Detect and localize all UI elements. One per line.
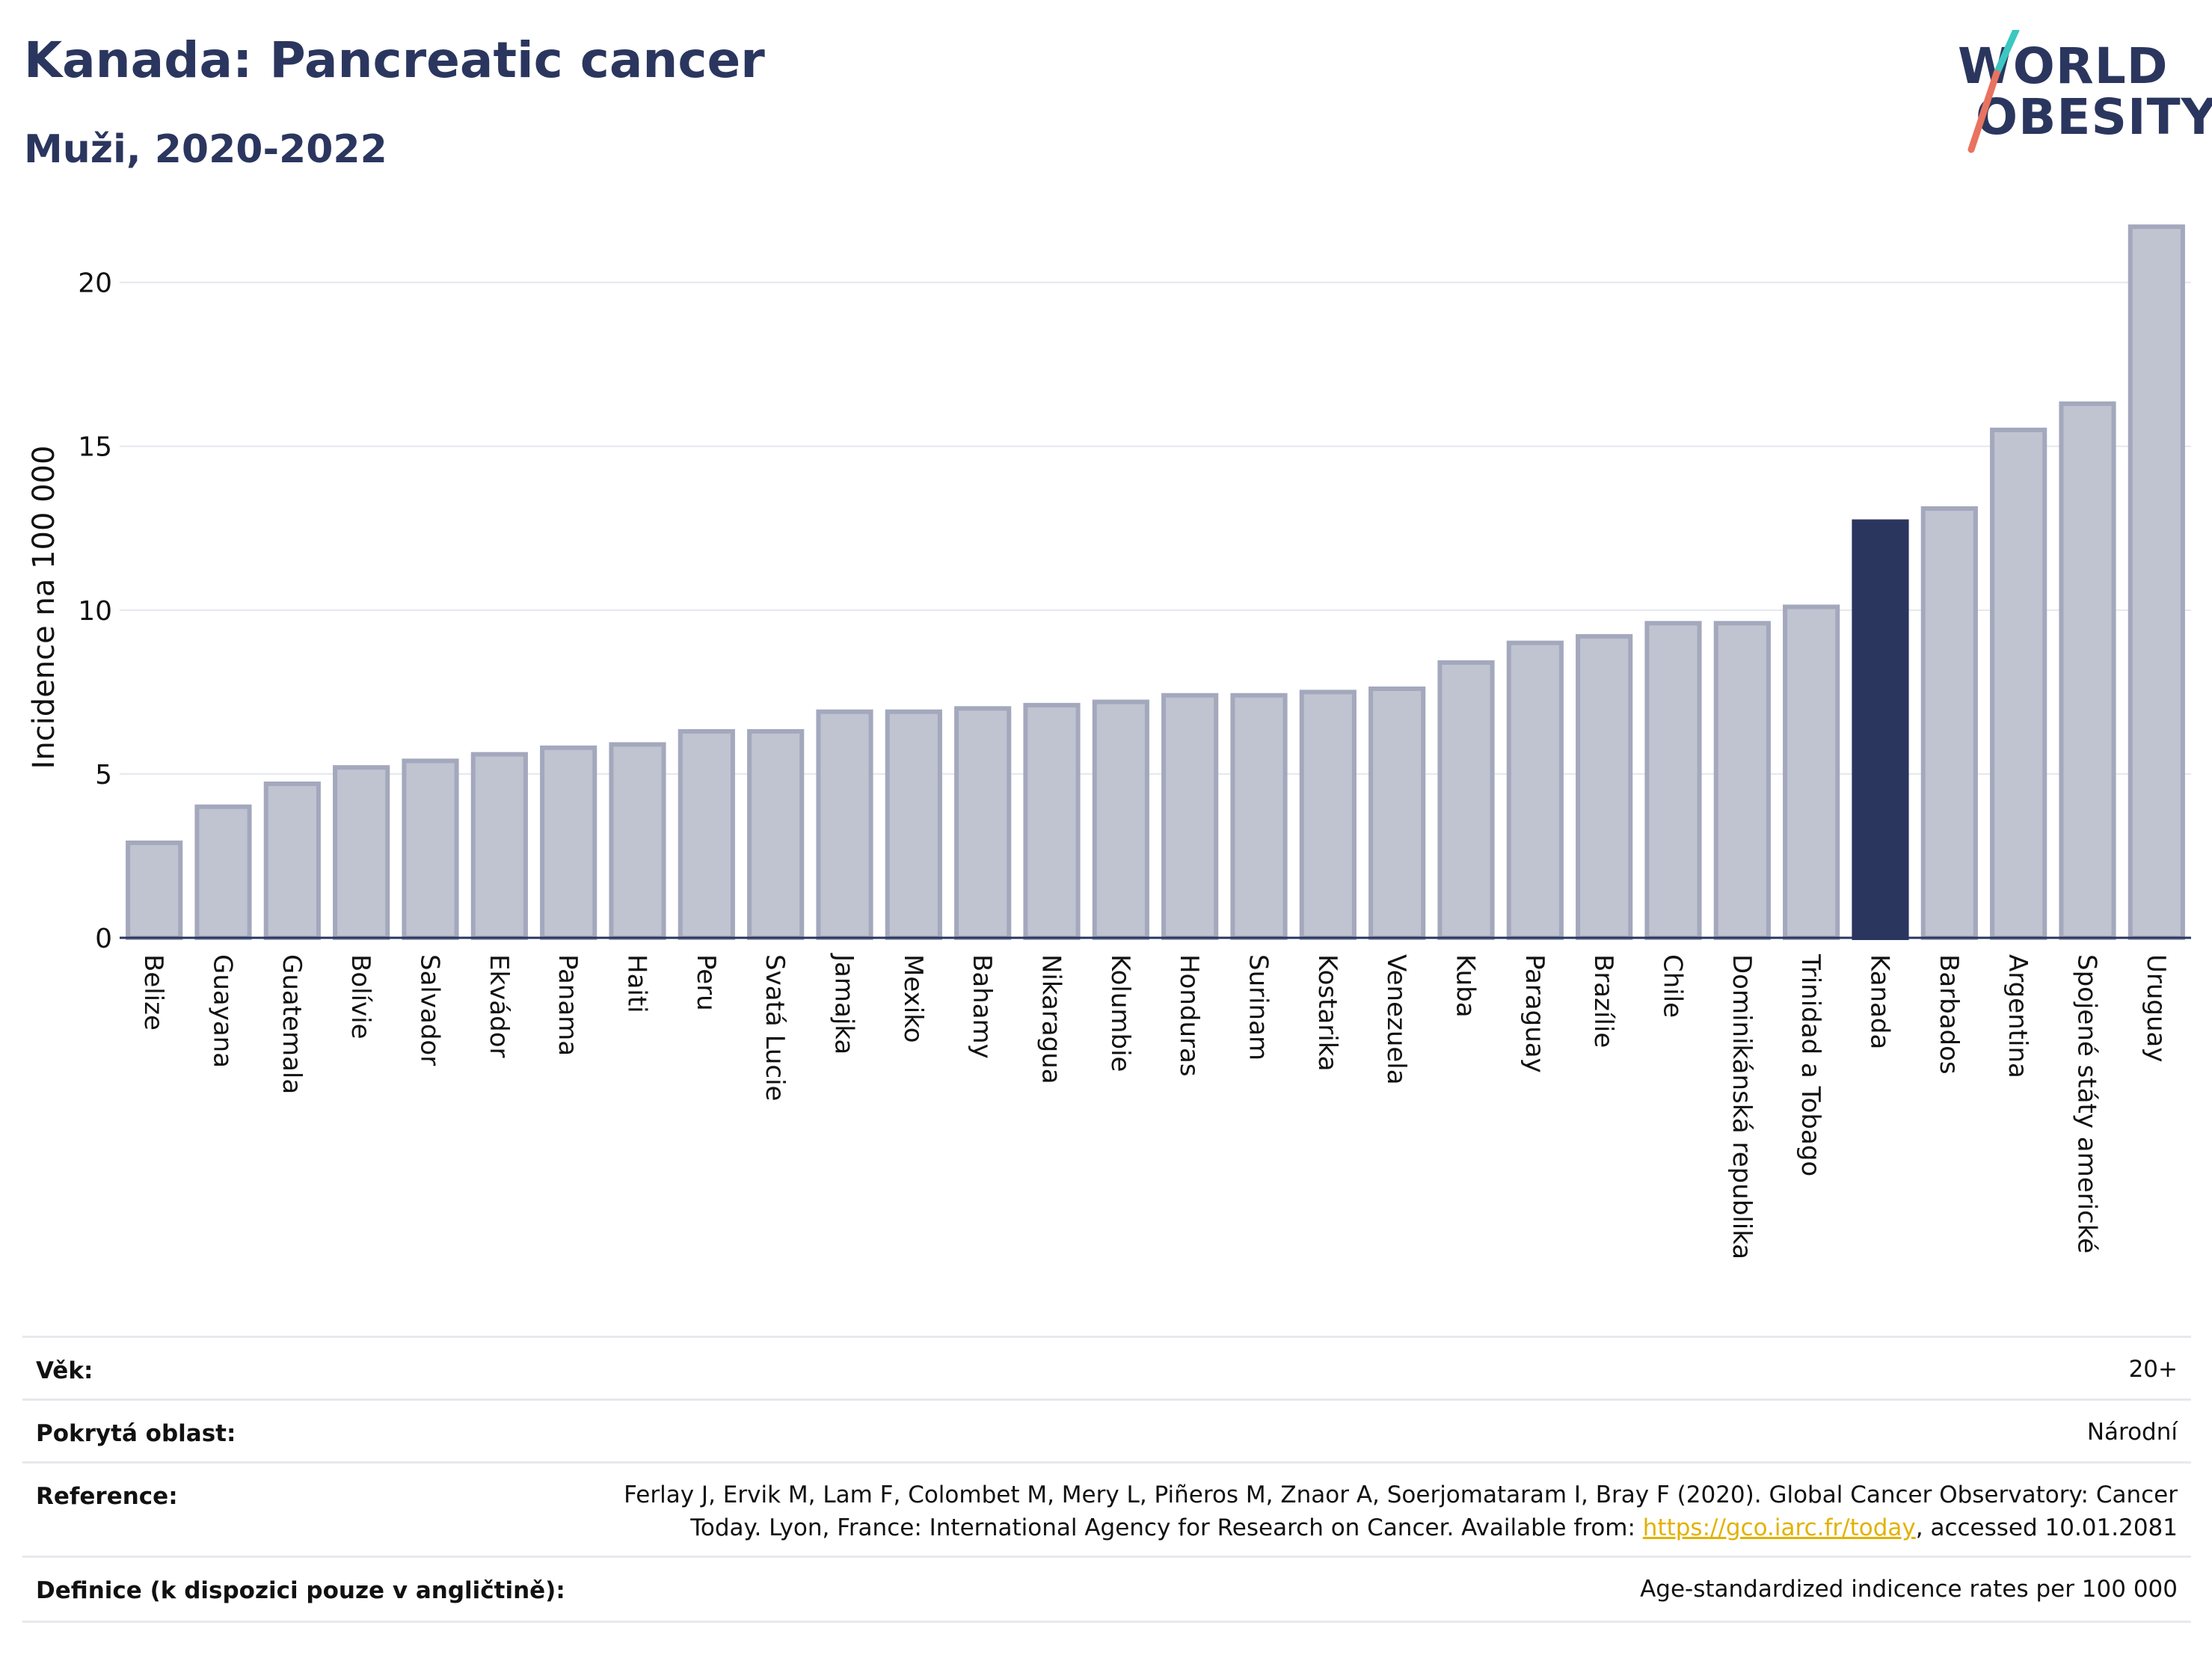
meta-row-area: Pokrytá oblast: Národní	[22, 1398, 2191, 1464]
bar-salvador	[402, 758, 459, 941]
x-tick-label: Bolívie	[345, 954, 375, 1040]
y-axis-label: Incidence na 100 000	[27, 446, 61, 770]
x-tick-label: Belize	[138, 954, 168, 1031]
bar-kolumbie	[1092, 699, 1149, 940]
x-tick-label: Venezuela	[1381, 954, 1411, 1085]
x-tick-label: Kanada	[1865, 954, 1895, 1049]
x-tick-label: Surinam	[1244, 954, 1274, 1060]
bar-guayana	[194, 804, 252, 941]
meta-row-reference: Reference: Ferlay J, Ervik M, Lam F, Col…	[22, 1461, 2191, 1558]
y-tick-label: 15	[78, 432, 112, 463]
bar-ekvádor	[470, 752, 528, 940]
x-tick-label: Mexiko	[898, 954, 928, 1043]
x-tick-label: Kuba	[1451, 954, 1481, 1018]
x-tick-label: Uruguay	[2141, 954, 2171, 1063]
bars	[126, 224, 2185, 941]
x-tick-label: Chile	[1658, 954, 1688, 1018]
meta-area-label: Pokrytá oblast:	[36, 1420, 236, 1447]
x-tick-label: Ekvádor	[484, 954, 514, 1058]
bar-peru	[678, 728, 735, 940]
bar-chart: 0 5 10 15 20 Belize Guayana Guatemala Bolívie Sa…	[27, 224, 2191, 1259]
x-tick-label: Guatemala	[277, 954, 307, 1094]
x-tick-label: Dominikánská republika	[1727, 954, 1757, 1259]
x-tick-label: Haiti	[622, 954, 652, 1013]
reference-line-2-post: , accessed 10.01.2081	[1915, 1514, 2178, 1541]
bar-chile	[1644, 621, 1702, 940]
bar-kanada	[1852, 519, 1909, 940]
bar-spojené-státy-americké	[2059, 401, 2116, 940]
bar-kostarika	[1299, 690, 1357, 940]
bar-belize	[126, 840, 183, 940]
bar-bahamy	[954, 706, 1012, 940]
bar-trinidad-a-tobago	[1783, 604, 1840, 940]
bar-guatemala	[263, 782, 321, 941]
x-tick-label: Nikaragua	[1036, 954, 1066, 1084]
reference-line-2-pre: Today. Lyon, France: International Agenc…	[690, 1514, 1643, 1541]
bar-svatá-lucie	[747, 728, 805, 940]
x-tick-label: Guayana	[208, 954, 238, 1068]
x-tick-label: Salvador	[415, 954, 445, 1066]
x-tick-label: Trinidad a Tobago	[1795, 954, 1825, 1176]
bar-haiti	[609, 742, 666, 940]
logo-line-obesity: OBESITY	[1976, 88, 2212, 146]
y-tick-label: 10	[78, 596, 112, 627]
x-tick-label: Brazílie	[1588, 954, 1618, 1048]
bar-bolívie	[333, 765, 390, 941]
bar-brazílie	[1576, 633, 1633, 940]
x-tick-label: Argentina	[2003, 954, 2033, 1078]
x-tick-label: Svatá Lucie	[760, 954, 790, 1101]
meta-reference-value: Ferlay J, Ervik M, Lam F, Colombet M, Me…	[624, 1479, 2178, 1544]
x-tick-label: Honduras	[1174, 954, 1204, 1077]
world-obesity-logo: WORLD OBESITY	[1944, 30, 2212, 165]
x-tick-label: Peru	[691, 954, 721, 1011]
meta-area-value: Národní	[2086, 1419, 2178, 1446]
bar-mexiko	[885, 709, 942, 940]
x-axis-ticks: Belize Guayana Guatemala Bolívie Salvador Ekv…	[138, 953, 2171, 1259]
reference-line-2: Today. Lyon, France: International Agenc…	[624, 1511, 2178, 1544]
bar-jamajka	[816, 709, 873, 940]
x-tick-label: Barbados	[1934, 954, 1964, 1075]
x-tick-label: Kolumbie	[1105, 954, 1135, 1072]
meta-age-value: 20+	[2128, 1356, 2178, 1383]
reference-link[interactable]: https://gco.iarc.fr/today	[1642, 1514, 1916, 1541]
chart-title: Kanada: Pancreatic cancer	[24, 31, 765, 89]
bar-nikaragua	[1023, 702, 1081, 941]
y-tick-label: 5	[95, 760, 112, 790]
bar-argentina	[1990, 427, 2047, 940]
x-tick-label: Bahamy	[967, 954, 997, 1059]
meta-definition-value: Age-standardized indicence rates per 100…	[1640, 1576, 2178, 1603]
meta-age-label: Věk:	[36, 1357, 93, 1384]
x-tick-label: Jamajka	[829, 953, 859, 1054]
meta-definition-label: Definice (k dispozici pouze v angličtině…	[36, 1577, 565, 1604]
bar-kuba	[1437, 660, 1495, 940]
meta-row-age: Věk: 20+	[22, 1336, 2191, 1401]
x-tick-label: Spojené státy americké	[2072, 954, 2102, 1253]
logo-slash-icon	[1967, 30, 2020, 153]
bar-paraguay	[1506, 640, 1564, 940]
bar-dominikánská-republika	[1713, 621, 1771, 940]
bar-uruguay	[2127, 224, 2185, 940]
bar-venezuela	[1368, 686, 1426, 940]
y-tick-label: 20	[78, 268, 112, 299]
bar-panama	[540, 745, 597, 941]
meta-row-definition: Definice (k dispozici pouze v angličtině…	[22, 1556, 2191, 1623]
y-tick-label: 0	[95, 924, 112, 954]
x-tick-label: Panama	[553, 954, 583, 1056]
bar-barbados	[1920, 506, 1978, 940]
reference-line-1: Ferlay J, Ervik M, Lam F, Colombet M, Me…	[624, 1481, 2178, 1508]
x-tick-label: Paraguay	[1520, 954, 1549, 1073]
x-tick-label: Kostarika	[1312, 954, 1342, 1072]
bar-surinam	[1230, 693, 1288, 941]
meta-reference-label: Reference:	[36, 1483, 178, 1510]
y-axis-ticks: 0 5 10 15 20	[78, 268, 112, 954]
bar-honduras	[1161, 693, 1219, 941]
chart-subtitle: Muži, 2020-2022	[24, 127, 387, 172]
